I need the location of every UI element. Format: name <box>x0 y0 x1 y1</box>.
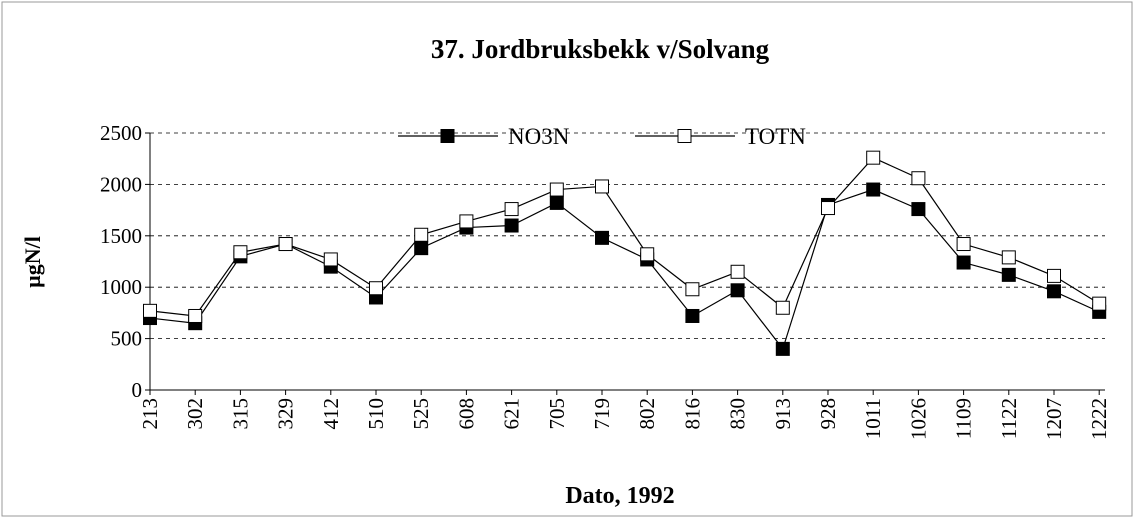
marker <box>730 264 745 279</box>
x-tick-label: 1222 <box>1087 398 1111 440</box>
x-tick-label: 705 <box>545 398 569 430</box>
x-tick-label: 802 <box>635 398 659 430</box>
marker <box>233 245 248 260</box>
marker <box>775 341 790 356</box>
x-tick-label: 315 <box>228 398 252 430</box>
marker <box>595 230 609 245</box>
series-line <box>149 156 1100 317</box>
marker <box>1047 284 1061 299</box>
marker <box>685 308 700 323</box>
x-tick-label: 608 <box>454 398 478 430</box>
marker <box>911 202 926 217</box>
chart-title: 37. Jordbruksbekk v/Solvang <box>431 34 770 64</box>
y-tick-label: 2500 <box>100 121 142 145</box>
x-tick-label: 525 <box>409 398 433 430</box>
marker <box>866 182 881 197</box>
x-tick-label: 621 <box>500 398 524 430</box>
marker <box>956 237 971 252</box>
marker <box>278 237 293 252</box>
x-tick-label: 412 <box>319 398 343 430</box>
marker <box>821 201 835 216</box>
marker <box>549 195 564 210</box>
marker <box>414 227 429 242</box>
marker <box>956 255 971 270</box>
marker <box>911 171 926 186</box>
x-tick-label: 302 <box>183 398 207 430</box>
marker <box>1092 296 1107 311</box>
legend-marker <box>440 129 455 143</box>
marker <box>188 308 203 323</box>
x-tick-label: 1026 <box>906 398 930 440</box>
marker <box>1001 267 1016 282</box>
y-tick-label: 0 <box>132 378 143 402</box>
x-tick-label: 928 <box>816 398 840 430</box>
marker <box>866 150 881 165</box>
marker <box>143 303 157 318</box>
marker <box>1001 250 1016 265</box>
marker <box>730 283 745 298</box>
x-tick-label: 816 <box>680 398 704 430</box>
x-tick-label: 719 <box>590 398 614 430</box>
marker <box>504 218 519 233</box>
marker <box>595 179 609 194</box>
marker <box>549 182 564 197</box>
y-axis-label: µgN/l <box>20 236 45 288</box>
marker <box>640 247 655 262</box>
marker <box>504 202 519 217</box>
y-tick-label: 1000 <box>100 275 142 299</box>
x-tick-label: 830 <box>726 398 750 430</box>
marker <box>775 300 790 315</box>
x-tick-label: 510 <box>364 398 388 430</box>
y-tick-label: 500 <box>111 327 143 351</box>
marker <box>1047 268 1061 283</box>
marker <box>414 241 429 256</box>
marker <box>323 252 338 267</box>
x-tick-label: 213 <box>138 398 162 430</box>
legend-label: TOTN <box>745 124 806 149</box>
marker <box>685 282 700 297</box>
legend-marker <box>677 129 692 143</box>
x-axis-label: Dato, 1992 <box>565 483 674 509</box>
x-tick-label: 1011 <box>861 398 885 439</box>
x-tick-label: 1109 <box>952 398 976 439</box>
series-line <box>149 188 1100 351</box>
legend-label: NO3N <box>508 124 570 149</box>
marker <box>369 281 383 296</box>
x-tick-label: 1122 <box>997 398 1021 439</box>
x-tick-label: 329 <box>274 398 298 430</box>
x-tick-label: 913 <box>771 398 795 430</box>
marker <box>459 214 474 229</box>
x-tick-label: 1207 <box>1042 398 1066 440</box>
y-tick-label: 1500 <box>100 224 142 248</box>
y-tick-label: 2000 <box>100 172 142 196</box>
